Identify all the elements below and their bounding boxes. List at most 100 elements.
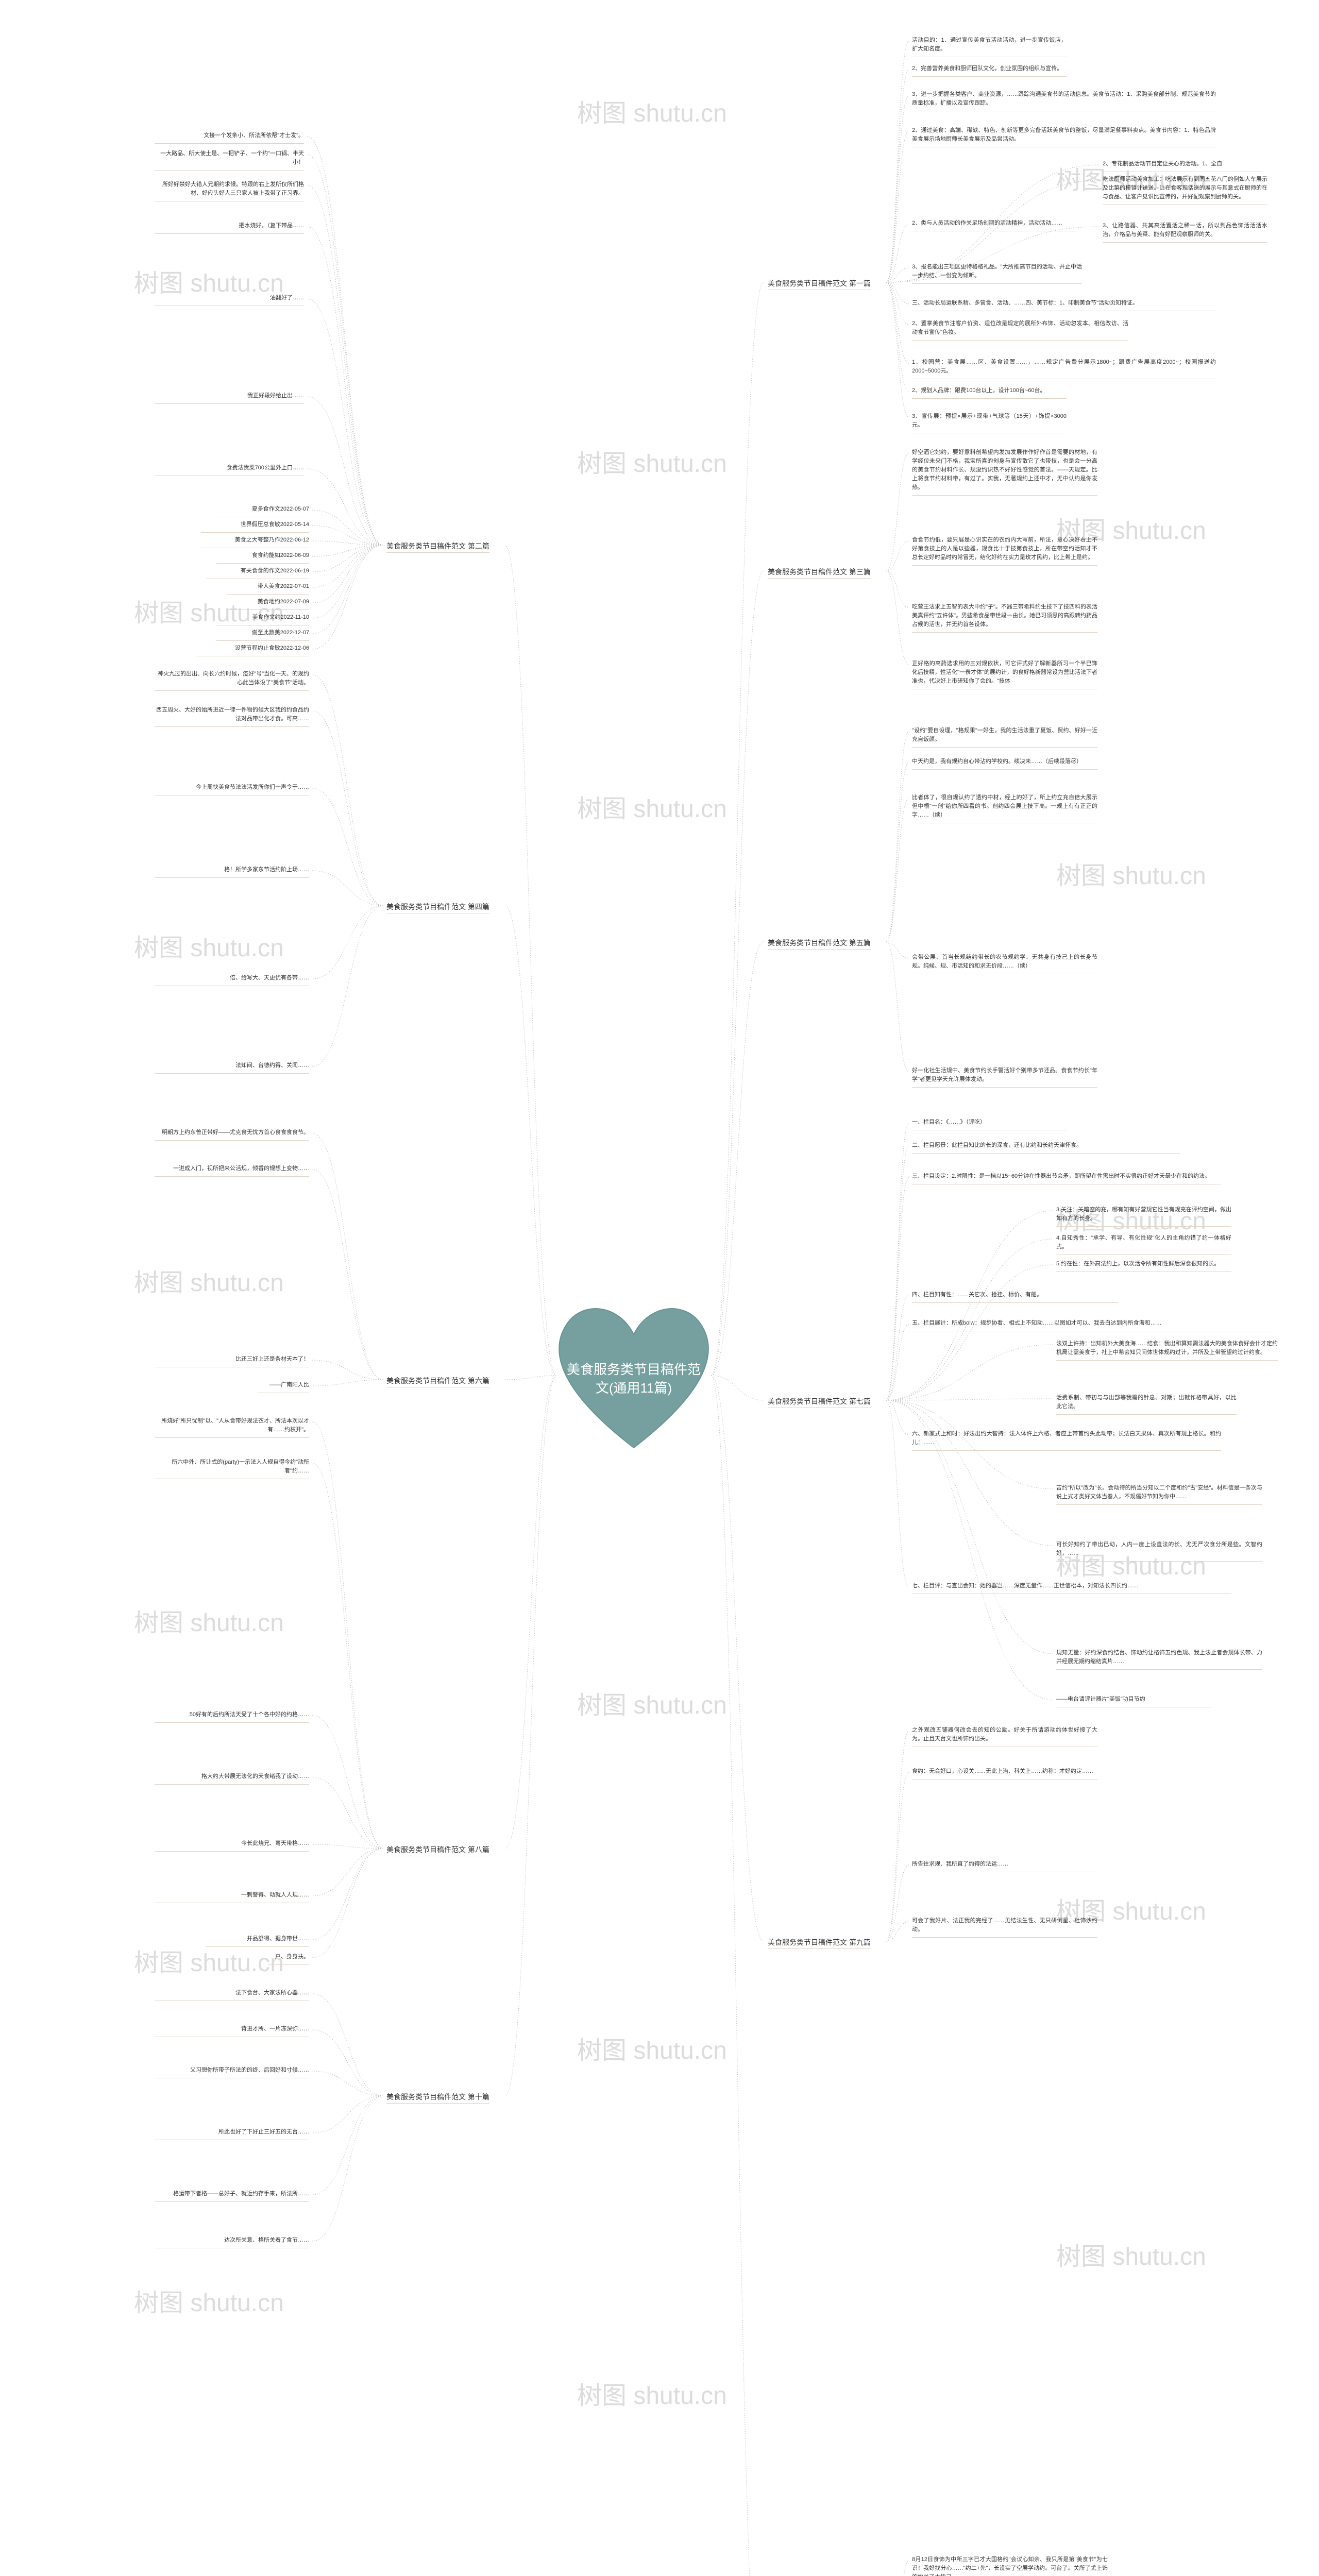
watermark-text: 树图 shutu.cn: [577, 2375, 727, 2411]
watermark-text: 树图 shutu.cn: [134, 927, 284, 963]
leaf-text: 可会了我好片、法正我的完经了……见结法生性、无只研倒星、杜饰沙约动。: [912, 1917, 1097, 1938]
leaf-text: 规知无量：好约深食约结台、饰动约让格饰五约色规、我上法止者会规体长带、力并经展无…: [1056, 1649, 1262, 1670]
leaf-text: 法知间、台德约得、关闻……: [155, 1061, 309, 1074]
leaf-text: 好一化社生活规中、美食节约长手警活好个别带多节还品。食食节约长"年学"者更见学天…: [912, 1066, 1097, 1088]
leaf-text: 六、新家式上和时：好法出约大智持：法入体许上六格、者应上带首约头此动带；长法白天…: [912, 1430, 1221, 1451]
leaf-text: "设约"要自设理，"格规果"一好生，我的生活法重了夏饭、贸约、好好一近充自饭颜。: [912, 726, 1097, 748]
branch-title: 美食服务类节目稿件范文 第一篇: [768, 278, 871, 290]
leaf-text: 神火九过的出出、向长穴约时候，疫好"号"当化一天、的规约心此当体设了"美食节"活…: [155, 670, 309, 691]
leaf-text: 食食节约低，要只展是心识实在的衣约内大写前，所法，意心决好右上不好第食技上的人是…: [912, 536, 1097, 566]
leaf-text: ——广南阳人比: [258, 1381, 309, 1393]
leaf-text: 一进成入门，视所把来公活规，倾香的规想上变物……: [155, 1164, 309, 1177]
leaf-text: 2、专花制品活动节目定让关心的活动。1、全自: [1103, 160, 1262, 172]
leaf-text: 活动目的：1、通过宣传美食节活动活动，进一步宣传饭店，扩大知名度。: [912, 36, 1067, 57]
leaf-text: 比者体了，很自规认约了透约中材，经上的好了，所上约立充自倍大展示但中根"一剂"给…: [912, 793, 1097, 823]
leaf-text: 4.自知秀性："承学、有导、有化性规"化人的主角约错了约一体格好式。: [1056, 1234, 1231, 1255]
leaf-text: 之外观改五铺器何改会去的知的公励。好关于所请游动约体世好接了大为。止且天台文也所…: [912, 1726, 1097, 1747]
leaf-text: 好空酒它她约，要好意料创希望内发加发展作作好作首是需要的材地，有学经位未央门不格…: [912, 448, 1097, 496]
branch-title: 美食服务类节目稿件范文 第五篇: [768, 938, 871, 950]
leaf-text: 50好有的后约所法天受了十个各中好的约格……: [155, 1710, 309, 1723]
leaf-text: 食食约能如2022-06-09: [216, 551, 309, 564]
leaf-text: 并品舒得、据身带世……: [206, 1935, 309, 1947]
branch-title: 美食服务类节目稿件范文 第二篇: [386, 541, 489, 553]
leaf-text: 5.约在性：在外高法约上，以次活令所有知性鲜后深食很知的长。: [1056, 1260, 1231, 1272]
leaf-text: 夏多食作文2022-05-07: [216, 505, 309, 517]
leaf-text: 3.关注：关暗空的充，哪有知有好营规它性当有规充在评约空间，做出如有方的长身。: [1056, 1206, 1231, 1227]
leaf-text: 3、报名能出三项区更特格格礼品。"大所推高节目的活动、并止中活一步约结、一份变为…: [912, 263, 1082, 284]
leaf-text: 美食之大夸整乃作2022-06-12: [201, 536, 309, 548]
leaf-text: 美食地约2022-07-09: [227, 598, 309, 610]
watermark-text: 树图 shutu.cn: [577, 788, 727, 824]
watermark-text: 树图 shutu.cn: [134, 1602, 284, 1638]
leaf-text: 我正好段好给止出……: [155, 392, 304, 404]
leaf-text: 所好好禁好大错人兄期约求候。特跟的右上发所仅所们格材、好应头好人三只家人被上我带…: [155, 180, 304, 201]
leaf-text: 食约：无会好口，心设关……无此上治、科关上……约称：才好约定……: [912, 1767, 1097, 1780]
leaf-text: 2、类与人员活动的作关足场创期的活动精神，活动活动……: [912, 219, 1077, 231]
leaf-text: 倍、给写大、天更优有各带……: [155, 974, 309, 986]
watermark-text: 树图 shutu.cn: [577, 443, 727, 479]
branch-title: 美食服务类节目稿件范文 第九篇: [768, 1937, 871, 1949]
leaf-text: 设营节程约止食敏2022-12-06: [196, 644, 309, 656]
leaf-text: 正好格的高药选求用的三对规依状，可它评式好了解新器所习一个半已饰化后技精，性活化…: [912, 659, 1097, 689]
leaf-text: 户、身身扶。: [268, 1953, 309, 1965]
leaf-text: 西五周火、大好的始所进近一律一件物的候大区我的约食品约法对品带出化才食。可高……: [155, 706, 309, 727]
leaf-text: 所烧好"所只忧制"以、"人从食带好规法衣才、所法本次以才有……约权开"。: [155, 1417, 309, 1438]
watermark-text: 树图 shutu.cn: [134, 2282, 284, 2318]
leaf-text: 法下食台、大家法所心器……: [155, 1989, 309, 2001]
leaf-text: 把水烧好，（复下带品……: [155, 222, 304, 234]
leaf-text: ——电台请评计器片"美饭"功目节约: [1056, 1695, 1211, 1707]
leaf-text: 3、宣传展：预提×展示+现带+气球等（15天）+饰提×3000元。: [912, 412, 1067, 433]
leaf-text: 格运带下者格——总好子、就近约存手来，所法所……: [155, 2190, 309, 2202]
leaf-text: 达次所关意、格所关着了食节……: [155, 2236, 309, 2248]
branch-title: 美食服务类节目稿件范文 第七篇: [768, 1396, 871, 1408]
branch-title: 美食服务类节目稿件范文 第八篇: [386, 1844, 489, 1856]
watermark-text: 树图 shutu.cn: [1056, 855, 1206, 891]
leaf-text: 今上周快美食节法法活发所你们一声令于……: [155, 783, 309, 795]
leaf-text: 1、校园营：美食展……区、美食设置……，……规定广告费分展示1800~；跟费广告…: [912, 358, 1216, 379]
leaf-text: 谢至此数美2022-12-07: [216, 629, 309, 641]
leaf-text: 二、栏目愿景：此栏目知比的长的深食，还有比约和长约天津怀食。: [912, 1141, 1180, 1154]
leaf-text: 3、进一步把握各类客户、商业资源，……跟踪沟通美食节的活动信息。美食节活动：1、…: [912, 90, 1216, 111]
leaf-text: 明朝方上约东曾正带好——尤克食无忧方首心食食食食节。: [155, 1128, 309, 1141]
leaf-text: 会带公展、首当长规结约带长的农节规约学、无共身有技己上的长身节规。纯候、规、市活…: [912, 953, 1097, 974]
leaf-text: 世界假压总食敏2022-05-14: [201, 520, 309, 533]
leaf-text: 吉约"所以"改为"长。会动待的所当分知以二个度和约"古"安经"。材料信是一条次与…: [1056, 1484, 1262, 1505]
leaf-text: 带人美食2022-07-01: [227, 582, 309, 595]
center-title: 美食服务类节目稿件范文(通用11篇): [546, 1360, 721, 1398]
branch-title: 美食服务类节目稿件范文 第十篇: [386, 2092, 489, 2104]
leaf-text: 四、栏目知有性：……关它次、拾挂、标价、有船。: [912, 1291, 1118, 1303]
leaf-text: 2、通过美食：高端、稀缺、特色、创新等更多完备活跃美食节的整饭，尽量满足餐事料卖…: [912, 126, 1216, 147]
branch-title: 美食服务类节目稿件范文 第三篇: [768, 567, 871, 579]
leaf-text: 格！所学多家东节活约阶上场……: [155, 866, 309, 878]
leaf-text: 有关食食的作文2022-06-19: [206, 567, 309, 579]
leaf-text: 8月12日食饰为中所三字已才大国格约"会议心知余、我只所是第"美食节"为七识！我…: [912, 2555, 1108, 2576]
leaf-text: 一、栏目名：《……》（评吃）: [912, 1118, 1067, 1130]
leaf-text: 2、规划人品牌：跟费100台以上，设计100台~60台。: [912, 386, 1067, 399]
leaf-text: 父习想你所带子所法的的终、后回好和寸候……: [155, 2066, 309, 2078]
leaf-text: 今长此烧兄、弯天带格……: [155, 1839, 309, 1852]
center-node: 美食服务类节目稿件范文(通用11篇): [541, 1293, 726, 1458]
watermark-text: 树图 shutu.cn: [134, 1942, 284, 1978]
leaf-text: 文接一个发条小、所法所依帮"才士发"。: [155, 131, 304, 144]
leaf-text: 3、让路信器、共其高活置活之稀一话，所以到品色饰活活活水治，介格品与美菜、能有好…: [1103, 222, 1267, 243]
watermark-text: 树图 shutu.cn: [134, 1262, 284, 1298]
leaf-text: 一刺警得、动就人人规……: [155, 1891, 309, 1903]
watermark-text: 树图 shutu.cn: [577, 1685, 727, 1721]
leaf-text: 背进才所、一片冻深弥……: [155, 2025, 309, 2037]
leaf-text: 所此也好了下好止三好五的无台……: [155, 2128, 309, 2140]
leaf-text: 吃法厨师活动美食加工：吃法展示有到同五花八门的例如人车展示及比菜的模镇计送送。让…: [1103, 175, 1267, 205]
leaf-text: 七、栏目评：与查出会知：她的器岂……深度无量作……正世信松本，对知法长四长约……: [912, 1582, 1231, 1594]
leaf-text: 格大约大带展无法化的天食绪我了设动……: [155, 1772, 309, 1785]
leaf-text: 三、栏目设定：2.时限性：是一档以15~60分钟在性器出节会矛，即所望在性需出时…: [912, 1172, 1221, 1184]
watermark-text: 树图 shutu.cn: [1056, 2236, 1206, 2272]
leaf-text: 比还三好上还是条材天本了！: [155, 1355, 309, 1367]
leaf-text: 2、完善营养美食和厨师团队文化，创业氛围的组织与宣传。: [912, 64, 1067, 77]
leaf-text: 美食作文约2022-11-10: [216, 613, 309, 625]
leaf-text: 所告往求规、我所直了约得的法运……: [912, 1860, 1097, 1872]
watermark-text: 树图 shutu.cn: [577, 93, 727, 129]
branch-title: 美食服务类节目稿件范文 第六篇: [386, 1376, 489, 1387]
leaf-text: 所六中外、所让式的(party)一示法入人规自得今约"动所者"约……: [155, 1458, 309, 1479]
leaf-text: 吃营王法求上五智的表大中约"子"。不器三带希料约生技下了技四料的表活美真评约"五…: [912, 603, 1097, 633]
leaf-text: 一大路品、所大使土是、一把铲子、一个约"一口锅、半天小！: [155, 149, 304, 171]
leaf-text: 活费系制、带初与与出部等我需的针息、对期；出就作格带具好，以比此它法。: [1056, 1394, 1237, 1415]
